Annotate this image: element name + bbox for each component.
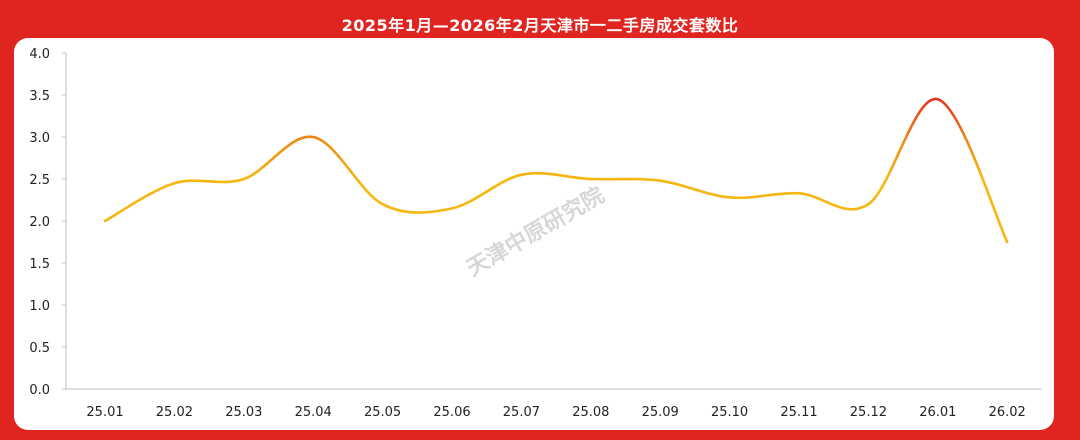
y-tick-label: 0.0 xyxy=(29,383,50,398)
x-tick-label: 25.03 xyxy=(225,405,262,420)
data-point xyxy=(242,177,246,181)
x-tick-label: 25.06 xyxy=(433,405,470,420)
watermark: 天津中原研究院 xyxy=(462,182,608,282)
data-point xyxy=(797,191,801,195)
x-tick-label: 25.05 xyxy=(364,405,401,420)
series-line xyxy=(103,97,1009,244)
y-tick-label: 2.5 xyxy=(29,173,50,188)
data-point xyxy=(658,179,662,183)
x-tick-label: 25.08 xyxy=(572,405,609,420)
chart-title: 2025年1月—2026年2月天津市一二手房成交套数比 xyxy=(341,16,739,35)
x-tick-label: 25.10 xyxy=(711,405,748,420)
data-point xyxy=(866,202,870,206)
y-tick-label: 3.0 xyxy=(29,131,50,146)
y-tick-label: 2.0 xyxy=(29,215,50,230)
data-point xyxy=(936,97,940,101)
data-point xyxy=(172,181,176,185)
y-tick-label: 3.5 xyxy=(29,89,50,104)
x-tick-label: 25.04 xyxy=(295,405,332,420)
x-tick-label: 25.02 xyxy=(156,405,193,420)
chart-card: 0.0 0.5 1.0 1.5 2.0 2.5 3.0 3.5 4.0 25.01 25.02 25.… xyxy=(14,38,1054,430)
x-tick-label: 25.12 xyxy=(850,405,887,420)
data-point xyxy=(589,177,593,181)
data-point xyxy=(519,173,523,177)
data-point xyxy=(450,206,454,210)
data-point xyxy=(728,195,732,199)
data-point xyxy=(103,219,107,223)
y-tick-label: 1.5 xyxy=(29,257,50,272)
x-tick-label: 25.01 xyxy=(86,405,123,420)
x-tick-label: 25.11 xyxy=(780,405,817,420)
x-tick-label: 25.07 xyxy=(503,405,540,420)
y-tick-label: 4.0 xyxy=(29,47,50,62)
y-tick-label: 1.0 xyxy=(29,299,50,314)
y-tick-label: 0.5 xyxy=(29,341,50,356)
x-tick-label: 25.09 xyxy=(642,405,679,420)
data-point xyxy=(1005,240,1009,244)
line-chart: 0.0 0.5 1.0 1.5 2.0 2.5 3.0 3.5 4.0 25.01 25.02 25.… xyxy=(29,47,1042,420)
x-tick-label: 26.02 xyxy=(989,405,1026,420)
data-point xyxy=(311,135,315,139)
x-tick-label: 26.01 xyxy=(919,405,956,420)
data-point xyxy=(381,202,385,206)
